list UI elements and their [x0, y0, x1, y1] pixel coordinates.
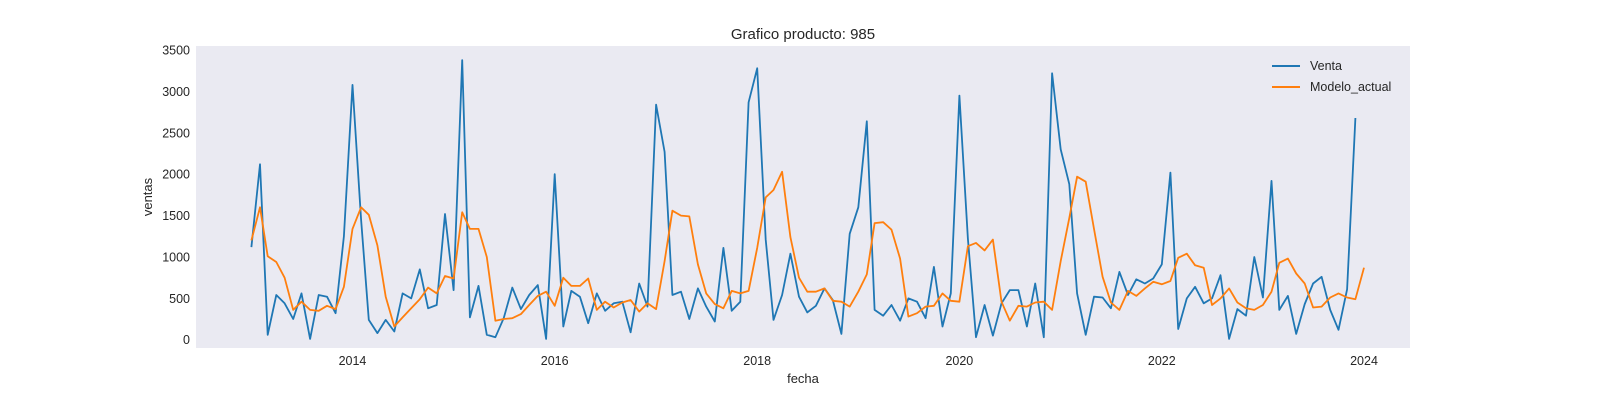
x-axis-label: fecha [787, 371, 820, 386]
y-axis-ticks: 0 500 1000 1500 2000 2500 3000 3500 [162, 44, 190, 348]
x-tick-label: 2024 [1350, 354, 1378, 368]
x-axis-ticks: 2014 2016 2018 2020 2022 2024 [339, 354, 1378, 368]
x-tick-label: 2014 [339, 354, 367, 368]
chart-title: Grafico producto: 985 [731, 26, 875, 43]
y-tick-label: 2000 [162, 168, 190, 182]
series-line-modelo-actual [250, 170, 1365, 328]
plot-area [196, 46, 1410, 348]
series-lines [250, 59, 1365, 340]
legend-label-modelo-actual: Modelo_actual [1310, 80, 1391, 94]
x-tick-label: 2018 [743, 354, 771, 368]
y-axis-label: ventas [140, 177, 155, 216]
legend-label-venta: Venta [1310, 59, 1342, 73]
legend: Venta Modelo_actual [1272, 59, 1391, 94]
y-tick-label: 1000 [162, 250, 190, 264]
x-tick-label: 2020 [945, 354, 973, 368]
y-tick-label: 500 [169, 292, 190, 306]
y-tick-label: 2500 [162, 126, 190, 140]
y-tick-label: 3500 [162, 44, 190, 58]
y-tick-label: 3000 [162, 85, 190, 99]
y-tick-label: 0 [183, 333, 190, 347]
series-line-venta [250, 59, 1357, 340]
x-tick-label: 2016 [541, 354, 569, 368]
y-tick-label: 1500 [162, 209, 190, 223]
x-tick-label: 2022 [1148, 354, 1176, 368]
